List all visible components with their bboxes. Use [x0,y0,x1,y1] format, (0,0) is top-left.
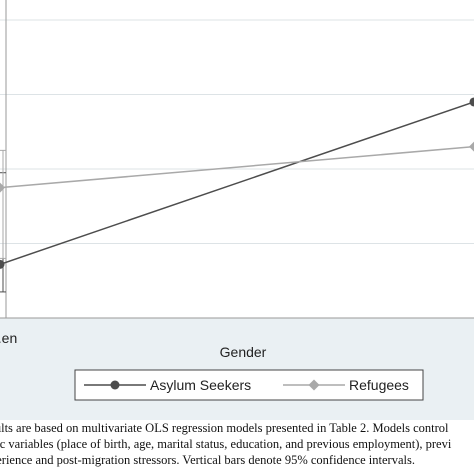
x-tick-label: ...en [0,330,17,346]
data-point-refugees [469,141,474,152]
legend-label-asylum-seekers: Asylum Seekers [150,377,251,393]
series-markers [0,97,474,269]
caption-line-1: sults are based on multivariate OLS regr… [0,421,449,435]
data-point-asylum-seekers [469,97,474,107]
gridlines [0,19,474,244]
caption-line-2: hic variables (place of birth, age, mari… [0,437,452,451]
legend-label-refugees: Refugees [349,377,409,393]
data-point-asylum-seekers [0,259,5,269]
caption-line-3: perience and post-migration stressors. V… [0,453,415,467]
confidence-intervals [0,149,6,293]
x-axis-title: Gender [220,344,267,360]
data-point-refugees [0,182,5,193]
series-line-refugees [0,145,474,189]
legend-marker-asylum-seekers [110,380,120,390]
series-line-asylum-seekers [0,101,474,266]
plot-area [0,0,474,318]
legend-marker-refugees [308,379,320,391]
series-lines [0,101,474,266]
